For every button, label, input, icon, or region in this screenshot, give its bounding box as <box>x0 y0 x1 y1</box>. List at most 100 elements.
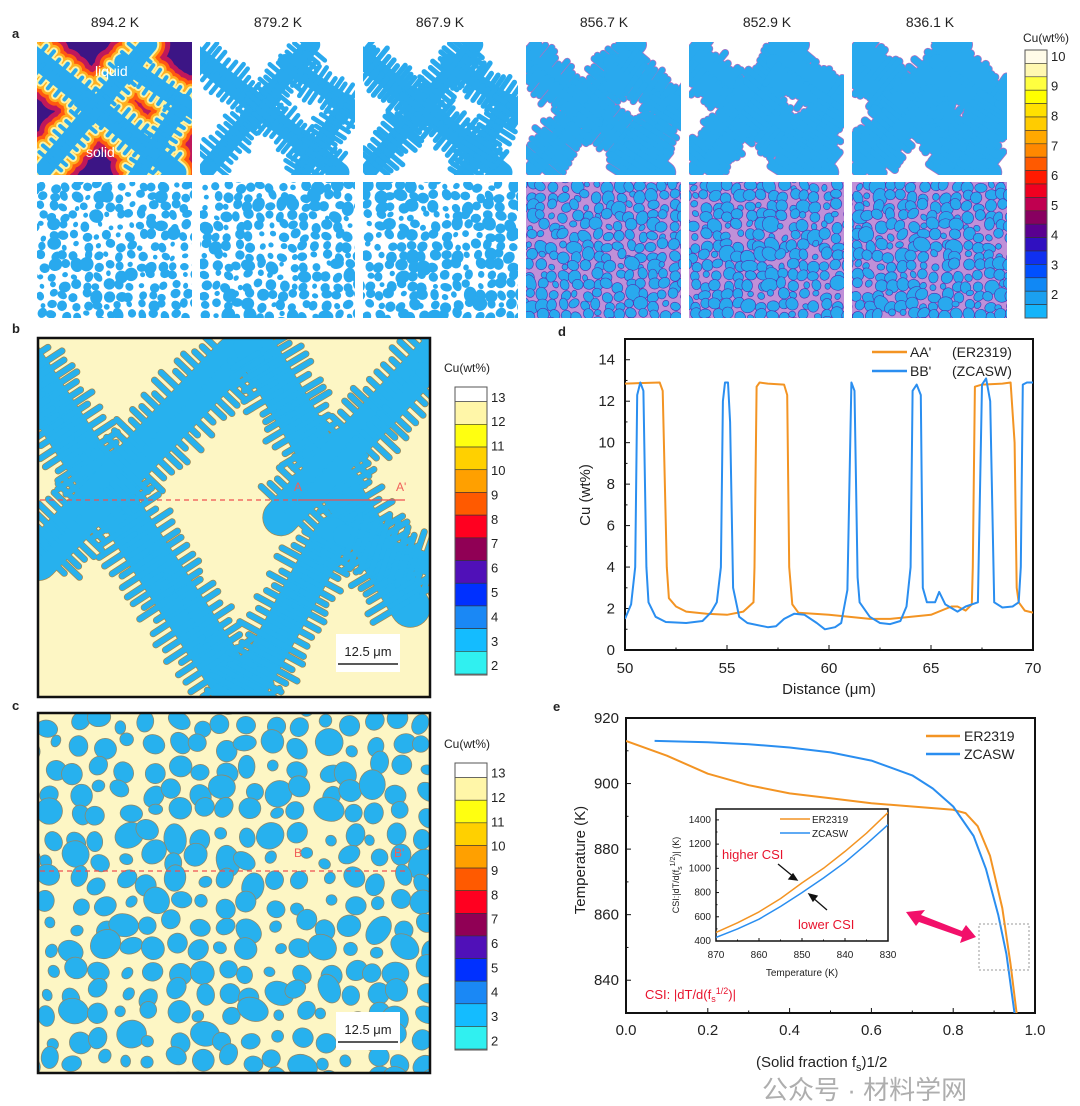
grain-cell <box>83 310 90 316</box>
grain-cell <box>214 796 234 818</box>
grain-cell <box>689 220 700 232</box>
secondary-arm <box>481 102 504 119</box>
grain-cell <box>257 257 266 269</box>
grain-cell <box>265 319 277 332</box>
secondary-arm <box>762 131 786 158</box>
grain-cell <box>236 965 253 985</box>
secondary-arm <box>119 562 159 591</box>
x-tick-label: 60 <box>821 660 838 677</box>
grain-cell <box>649 309 660 318</box>
secondary-arm <box>879 137 906 162</box>
secondary-arm <box>547 145 572 167</box>
grain-cell <box>105 238 116 248</box>
secondary-arm <box>614 142 641 162</box>
secondary-arm <box>793 115 820 136</box>
secondary-arm <box>774 112 795 135</box>
secondary-arm <box>645 137 665 151</box>
grain-cell <box>47 299 57 309</box>
grain-cell <box>244 242 256 253</box>
grain-cell <box>160 201 172 211</box>
secondary-arm <box>266 571 305 595</box>
secondary-arm <box>399 91 423 113</box>
x-tick-label: 0.4 <box>779 1022 800 1039</box>
grain-cell <box>22 920 38 936</box>
secondary-arm <box>158 551 196 578</box>
secondary-arm <box>921 128 946 156</box>
grain-cell <box>984 217 995 231</box>
secondary-arm <box>174 111 192 125</box>
grain-cell <box>830 306 844 318</box>
grain-cell <box>766 310 779 318</box>
colorbar-bin <box>454 799 488 824</box>
secondary-arm <box>226 661 258 681</box>
grain-cell <box>140 936 165 961</box>
grain-cell <box>252 197 265 212</box>
grain-cell <box>238 797 262 820</box>
secondary-arm <box>863 77 883 99</box>
grain-cell <box>57 290 67 300</box>
secondary-arm <box>778 147 802 165</box>
grain-cell <box>521 319 536 334</box>
secondary-arm <box>994 100 1007 115</box>
colorbar-bin <box>1024 223 1048 238</box>
grain-cell <box>47 237 62 250</box>
grain-cell <box>417 302 424 309</box>
grain-cell <box>790 208 801 219</box>
grain-cell <box>161 210 170 219</box>
grain-cell <box>364 834 375 846</box>
grain-cell <box>68 293 78 303</box>
grain-cell <box>689 246 693 261</box>
grain-cell <box>885 289 894 296</box>
colorbar-bin <box>1024 170 1048 185</box>
colorbar-bin <box>1024 237 1048 252</box>
grain-cell <box>413 699 430 714</box>
grain-cell <box>212 941 227 955</box>
grain-cell <box>808 201 822 214</box>
secondary-arm <box>152 159 165 174</box>
grain-cell <box>417 270 426 279</box>
secondary-arm <box>551 141 574 161</box>
secondary-arm <box>74 102 92 118</box>
grain-cell <box>398 321 407 330</box>
grain-cell <box>136 189 145 198</box>
secondary-arm <box>475 148 494 162</box>
grain-cell <box>129 182 136 187</box>
grain-cell <box>322 249 333 259</box>
grain-cell <box>12 1000 32 1022</box>
grain-cell <box>757 292 765 300</box>
grain-cell <box>73 221 79 228</box>
grain-cell <box>887 233 895 242</box>
secondary-arm <box>311 151 334 167</box>
edge <box>440 550 446 568</box>
grain-cell <box>455 244 461 251</box>
secondary-arm <box>286 611 322 633</box>
secondary-arm <box>704 49 729 78</box>
grain-cell <box>119 853 134 866</box>
secondary-arm <box>948 122 978 145</box>
secondary-arm <box>242 121 259 136</box>
grain-cell <box>482 216 496 231</box>
grain-cell <box>268 242 274 248</box>
grain-cell <box>174 182 180 188</box>
secondary-arm <box>778 140 805 160</box>
grain-cell <box>452 272 463 282</box>
grain-cell <box>243 307 257 318</box>
grain-cell <box>964 250 973 258</box>
secondary-arm <box>251 111 272 129</box>
grain-cell <box>702 270 710 278</box>
grain-cell <box>73 240 79 247</box>
grain-cell <box>69 1031 92 1055</box>
secondary-arm <box>347 393 378 421</box>
secondary-arm <box>300 169 313 175</box>
grain-cell <box>297 252 308 262</box>
secondary-arm <box>174 412 201 438</box>
grain-cell <box>222 203 229 210</box>
secondary-arm <box>103 94 117 107</box>
grain-cell <box>194 797 215 817</box>
secondary-arm <box>454 141 479 159</box>
secondary-arm <box>290 450 321 471</box>
grain-cell <box>70 274 78 280</box>
grain-cell <box>38 719 58 738</box>
secondary-arm <box>325 99 344 114</box>
